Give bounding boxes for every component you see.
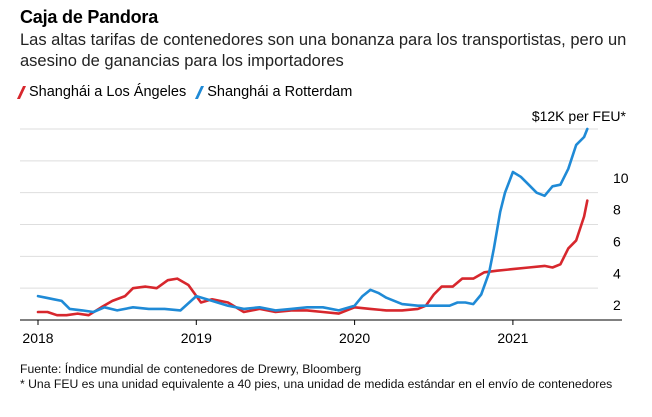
legend: Shanghái a Los Ángeles Shanghái a Rotter… (16, 84, 364, 100)
legend-label-rotterdam: Shanghái a Rotterdam (207, 84, 353, 100)
y-tick-label: 10 (613, 170, 629, 186)
source-note: Fuente: Índice mundial de contenedores d… (20, 362, 362, 376)
legend-item-rotterdam: Shanghái a Rotterdam (195, 84, 353, 100)
y-tick-label: 2 (613, 297, 621, 313)
footer: Fuente: Índice mundial de contenedores d… (20, 362, 635, 392)
chart-subtitle: Las altas tarifas de contenedores son un… (20, 31, 627, 70)
y-axis-unit-label: $12K per FEU* (532, 108, 627, 124)
line-chart: $12K per FEU* 10 8 6 4 2 2018 2019 2020 2021 (20, 108, 629, 346)
x-tick-label: 2020 (339, 330, 370, 346)
y-tick-label: 6 (613, 234, 621, 250)
legend-swatch-los-angeles (16, 85, 27, 99)
series-line-rotterdam (36, 127, 589, 314)
x-tick-label: 2019 (181, 330, 212, 346)
legend-item-los-angeles: Shanghái a Los Ángeles (16, 84, 187, 100)
series-line-los-angeles (36, 199, 589, 317)
y-tick-label: 4 (613, 265, 621, 281)
x-tick-label: 2021 (497, 330, 528, 346)
legend-label-los-angeles: Shanghái a Los Ángeles (29, 84, 187, 100)
feu-note: * Una FEU es una unidad equivalente a 40… (20, 377, 613, 391)
y-tick-label: 8 (613, 202, 621, 218)
chart-title: Caja de Pandora (20, 7, 159, 27)
legend-swatch-rotterdam (195, 85, 205, 99)
x-tick-label: 2018 (22, 330, 53, 346)
